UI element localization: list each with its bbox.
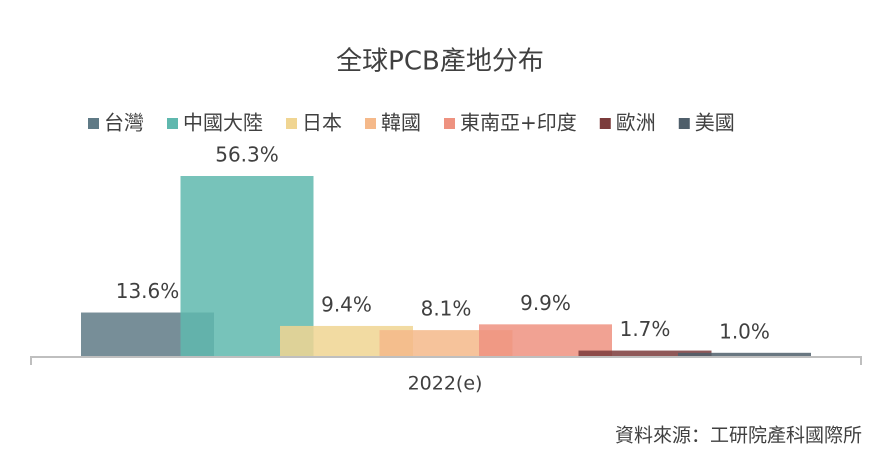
value-label: 56.3% (215, 143, 279, 167)
value-label: 13.6% (116, 279, 180, 303)
value-label: 9.4% (321, 292, 372, 316)
legend-label: 中國大陸 (183, 111, 263, 135)
legend-label: 台灣 (104, 111, 144, 135)
legend-label: 歐洲 (616, 111, 656, 135)
legend-swatch (365, 118, 376, 129)
value-label: 1.0% (719, 319, 770, 343)
x-tick-label: 2022(e) (408, 373, 483, 395)
legend-swatch (286, 118, 297, 129)
value-label: 9.9% (520, 291, 571, 315)
bar (578, 350, 712, 356)
value-label: 8.1% (421, 297, 472, 321)
value-label: 1.7% (620, 317, 671, 341)
legend-label: 韓國 (381, 111, 421, 135)
source-note: 資料來源：工研院產科國際所 (615, 425, 862, 447)
chart-title: 全球PCB產地分布 (336, 47, 544, 77)
bar (678, 352, 811, 356)
legend-swatch (88, 118, 99, 129)
legend-label: 日本 (302, 111, 342, 135)
legend-swatch (167, 118, 178, 129)
legend-label: 美國 (695, 111, 735, 135)
legend-swatch (444, 118, 455, 129)
legend-label: 東南亞+印度 (460, 111, 577, 135)
legend-swatch (599, 118, 611, 129)
legend-swatch (678, 118, 690, 129)
